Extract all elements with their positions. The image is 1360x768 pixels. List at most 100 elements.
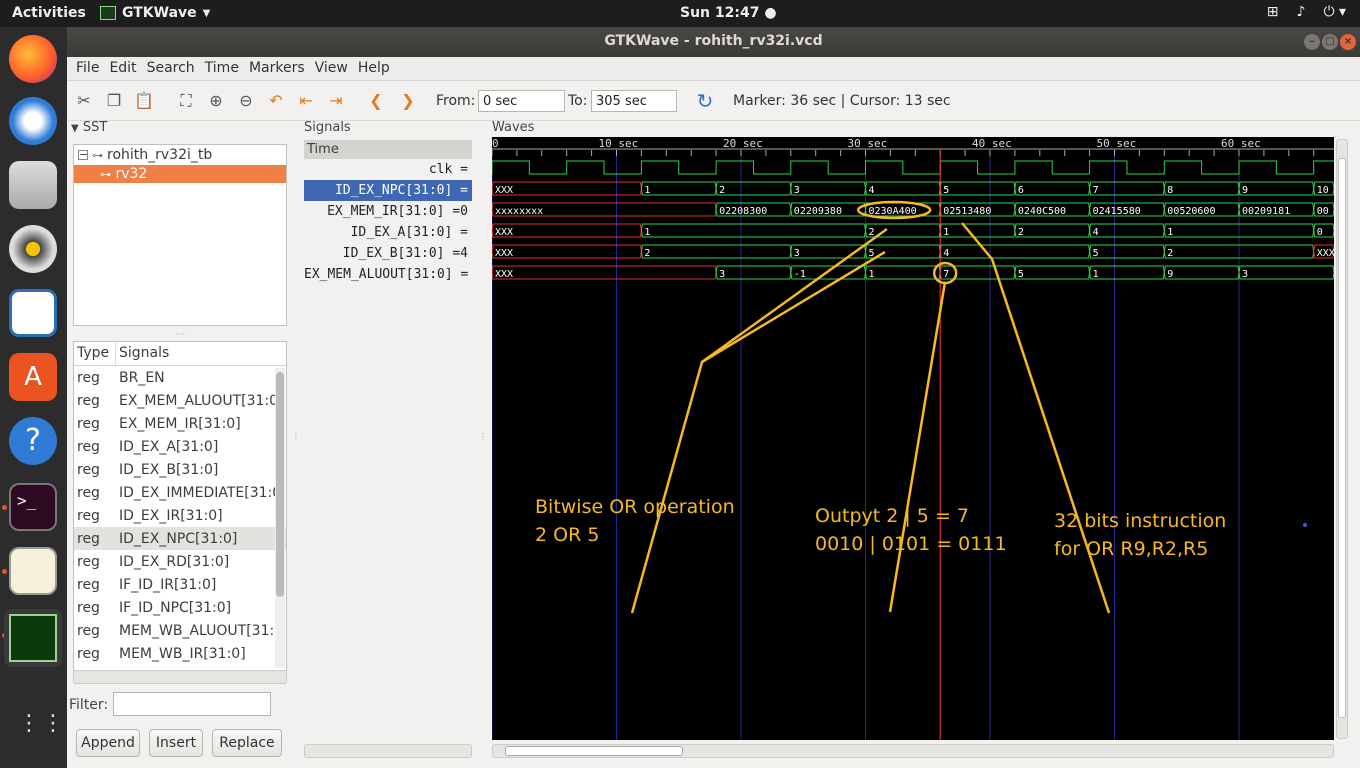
title-bar[interactable]: GTKWave - rohith_rv32i.vcd – □ × — [67, 27, 1360, 57]
sst-signal-item[interactable]: reg ID_EX_A[31:0] — [74, 435, 286, 458]
activities-button[interactable]: Activities — [12, 5, 86, 21]
sst-label[interactable]: ▼ SST — [71, 120, 107, 135]
bus-segment — [864, 265, 941, 280]
signal-row[interactable]: EX_MEM_IR[31:0] =0 — [327, 204, 468, 219]
thunderbird-icon[interactable] — [9, 97, 57, 145]
app-menu[interactable]: GTKWave ▼ — [100, 5, 210, 21]
help-icon[interactable]: ? — [9, 417, 57, 465]
wave-hscrollbar[interactable] — [492, 744, 1334, 758]
zoom-end-icon[interactable]: ⇥ — [329, 91, 343, 110]
minimize-button[interactable]: – — [1304, 34, 1320, 50]
volume-icon[interactable]: ♪ — [1296, 4, 1306, 20]
waveform-viewer[interactable]: 0 10 sec 20 sec 30 sec 40 sec 50 sec 60 sec XXX… — [492, 137, 1334, 740]
signals-hscrollbar[interactable] — [304, 744, 472, 758]
bus-segment — [939, 265, 1016, 280]
writer-icon[interactable] — [9, 289, 57, 337]
close-button[interactable]: × — [1340, 34, 1356, 50]
append-button[interactable]: Append — [76, 729, 140, 757]
scroll-thumb[interactable] — [276, 372, 284, 597]
tree-root[interactable]: − ⊶ rohith_rv32i_tb — [78, 147, 212, 163]
sst-signal-item[interactable]: reg ID_EX_IR[31:0] — [74, 504, 286, 527]
pane-splitter[interactable]: ⋮ — [479, 432, 487, 441]
prev-edge-icon[interactable]: ❮ — [369, 91, 383, 110]
menu-search[interactable]: Search — [146, 60, 195, 76]
sst-signal-item[interactable]: reg ID_EX_IMMEDIATE[31:0 — [74, 481, 286, 504]
menu-markers[interactable]: Markers — [248, 60, 305, 76]
sst-signal-item[interactable]: reg IF_ID_NPC[31:0] — [74, 596, 286, 619]
menu-help[interactable]: Help — [357, 60, 390, 76]
bus-value-label: 5 — [1093, 248, 1099, 259]
pane-splitter[interactable]: ···· — [175, 330, 186, 339]
sst-signal-item[interactable]: reg ID_EX_B[31:0] — [74, 458, 286, 481]
zoom-in-icon[interactable]: ⊕ — [209, 91, 223, 110]
next-edge-icon[interactable]: ❯ — [401, 91, 415, 110]
menu-bar: File Edit Search Time Markers View Help — [67, 57, 1360, 81]
sst-signal-item[interactable]: reg ID_EX_RD[31:0] — [74, 550, 286, 573]
sst-signal-item[interactable]: reg MEM_WB_ALUOUT[31: — [74, 619, 286, 642]
system-tray[interactable]: ⊞ ♪ ⏻ ▾ — [1267, 4, 1346, 20]
wave-vscrollbar[interactable] — [1336, 139, 1348, 739]
signal-row[interactable]: EX_MEM_ALUOUT[31:0] = — [304, 267, 469, 282]
signal-name: ID_EX_IR[31:0] — [119, 507, 223, 524]
copy-icon[interactable]: ❐ — [106, 91, 122, 110]
sst-signal-item[interactable]: reg BR_EN — [74, 366, 286, 389]
from-input[interactable] — [478, 90, 565, 112]
menu-view[interactable]: View — [314, 60, 348, 76]
rhythmbox-icon[interactable] — [9, 225, 57, 273]
clock[interactable]: Sun 12:47 ● — [680, 5, 777, 21]
bus-segment — [492, 223, 642, 238]
replace-button[interactable]: Replace — [212, 729, 282, 757]
cut-icon[interactable]: ✂ — [77, 91, 91, 110]
zoom-out-icon[interactable]: ⊖ — [239, 91, 253, 110]
gtkwave-icon[interactable] — [4, 609, 62, 667]
zoom-start-icon[interactable]: ⇤ — [299, 91, 313, 110]
waveform-canvas[interactable]: 0 10 sec 20 sec 30 sec 40 sec 50 sec 60 sec XXX… — [492, 137, 1334, 740]
sst-signal-item[interactable]: reg MEM_WB_IR[31:0] — [74, 642, 286, 665]
collapse-icon[interactable]: − — [78, 148, 89, 161]
text-editor-icon[interactable] — [9, 547, 57, 595]
reload-icon[interactable]: ↻ — [696, 89, 714, 113]
sst-hscrollbar[interactable] — [73, 670, 287, 684]
pane-splitter[interactable]: ⋮ — [292, 432, 300, 441]
terminal-icon[interactable]: >_ — [9, 483, 57, 531]
signal-name: MEM_WB_IR[31:0] — [119, 645, 246, 662]
time-tick-label: 20 sec — [723, 137, 763, 150]
undo-zoom-icon[interactable]: ↶ — [269, 91, 283, 110]
menu-file[interactable]: File — [76, 60, 100, 76]
filter-input[interactable] — [113, 692, 271, 716]
maximize-button[interactable]: □ — [1322, 34, 1338, 50]
firefox-icon[interactable] — [9, 35, 57, 83]
arrow-line — [701, 250, 886, 364]
sst-signal-item[interactable]: reg EX_MEM_IR[31:0] — [74, 412, 286, 435]
signal-row[interactable]: ID_EX_B[31:0] =4 — [342, 246, 468, 261]
bus-segment — [864, 202, 941, 217]
paste-icon[interactable]: 📋 — [134, 91, 154, 110]
vertical-scrollbar[interactable] — [275, 368, 285, 668]
signal-row-selected[interactable]: ID_EX_NPC[31:0] = — [304, 180, 472, 201]
files-icon[interactable] — [9, 161, 57, 209]
menu-edit[interactable]: Edit — [109, 60, 137, 76]
signals-column-header[interactable]: Signals — [119, 345, 170, 361]
tree-child-selected[interactable]: ⊶ rv32 — [74, 165, 286, 183]
arrow-line — [961, 222, 1111, 614]
to-input[interactable] — [591, 90, 677, 112]
signal-row[interactable]: clk = — [428, 162, 468, 177]
power-icon[interactable]: ⏻ ▾ — [1323, 4, 1346, 20]
scroll-thumb[interactable] — [1338, 158, 1346, 718]
signal-name: IF_ID_NPC[31:0] — [119, 599, 232, 616]
bus-segment — [1163, 244, 1315, 259]
scroll-thumb[interactable] — [505, 746, 683, 756]
bus-segment — [1089, 202, 1165, 217]
insert-button[interactable]: Insert — [149, 729, 203, 757]
type-column-header[interactable]: Type — [74, 342, 116, 365]
hierarchy-icon: ⊶ — [100, 168, 111, 181]
menu-time[interactable]: Time — [204, 60, 239, 76]
zoom-fit-icon[interactable]: ⛶ — [180, 91, 192, 110]
bus-value-label: 3 — [719, 269, 725, 280]
network-icon[interactable]: ⊞ — [1266, 4, 1279, 20]
sst-signal-item[interactable]: reg EX_MEM_ALUOUT[31:0 — [74, 389, 286, 412]
sst-signal-item[interactable]: reg IF_ID_IR[31:0] — [74, 573, 286, 596]
sst-signal-item[interactable]: reg ID_EX_NPC[31:0] — [74, 527, 286, 550]
signal-row[interactable]: ID_EX_A[31:0] = — [350, 225, 468, 240]
software-icon[interactable]: A — [9, 353, 57, 401]
